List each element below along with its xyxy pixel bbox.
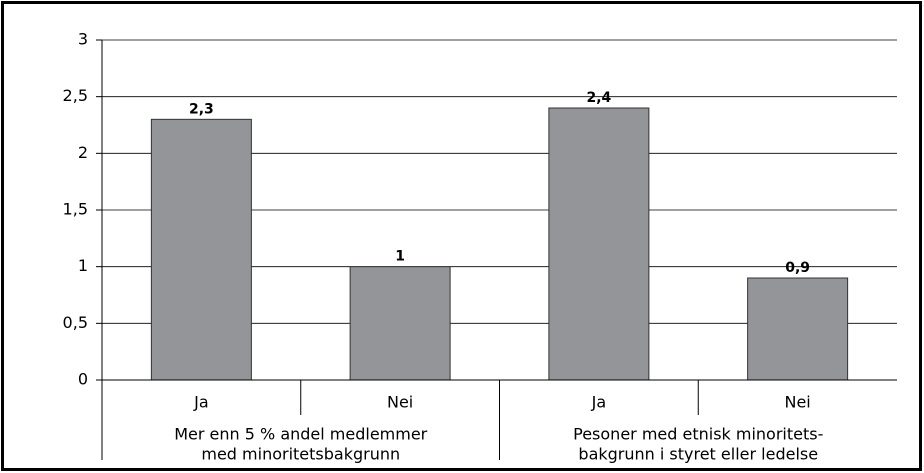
value-label: 2,4	[586, 90, 611, 106]
x-tick-label: Nei	[387, 393, 413, 412]
group-label: Pesoner med etnisk minoritets-	[573, 425, 823, 444]
y-tick-label: 2	[78, 143, 88, 162]
y-tick-label: 0	[78, 370, 88, 389]
group-label: med minoritetsbakgrunn	[201, 445, 400, 464]
value-label: 1	[395, 249, 405, 265]
value-label: 2,3	[189, 101, 214, 117]
value-label: 0,9	[785, 260, 810, 276]
group-label: bakgrunn i styret eller ledelse	[578, 445, 818, 464]
bar	[349, 266, 451, 381]
y-tick-label: 1	[78, 256, 88, 275]
bar	[150, 118, 252, 381]
x-tick-label: Ja	[193, 393, 209, 412]
y-tick-label: 3	[78, 30, 88, 49]
group-label: Mer enn 5 % andel medlemmer	[174, 425, 427, 444]
bar	[548, 107, 650, 381]
y-tick-label: 0,5	[63, 313, 88, 332]
y-tick-label: 1,5	[63, 200, 88, 219]
x-tick-label: Ja	[591, 393, 607, 412]
bar	[747, 277, 849, 381]
x-tick-label: Nei	[784, 393, 810, 412]
y-tick-label: 2,5	[63, 86, 88, 105]
